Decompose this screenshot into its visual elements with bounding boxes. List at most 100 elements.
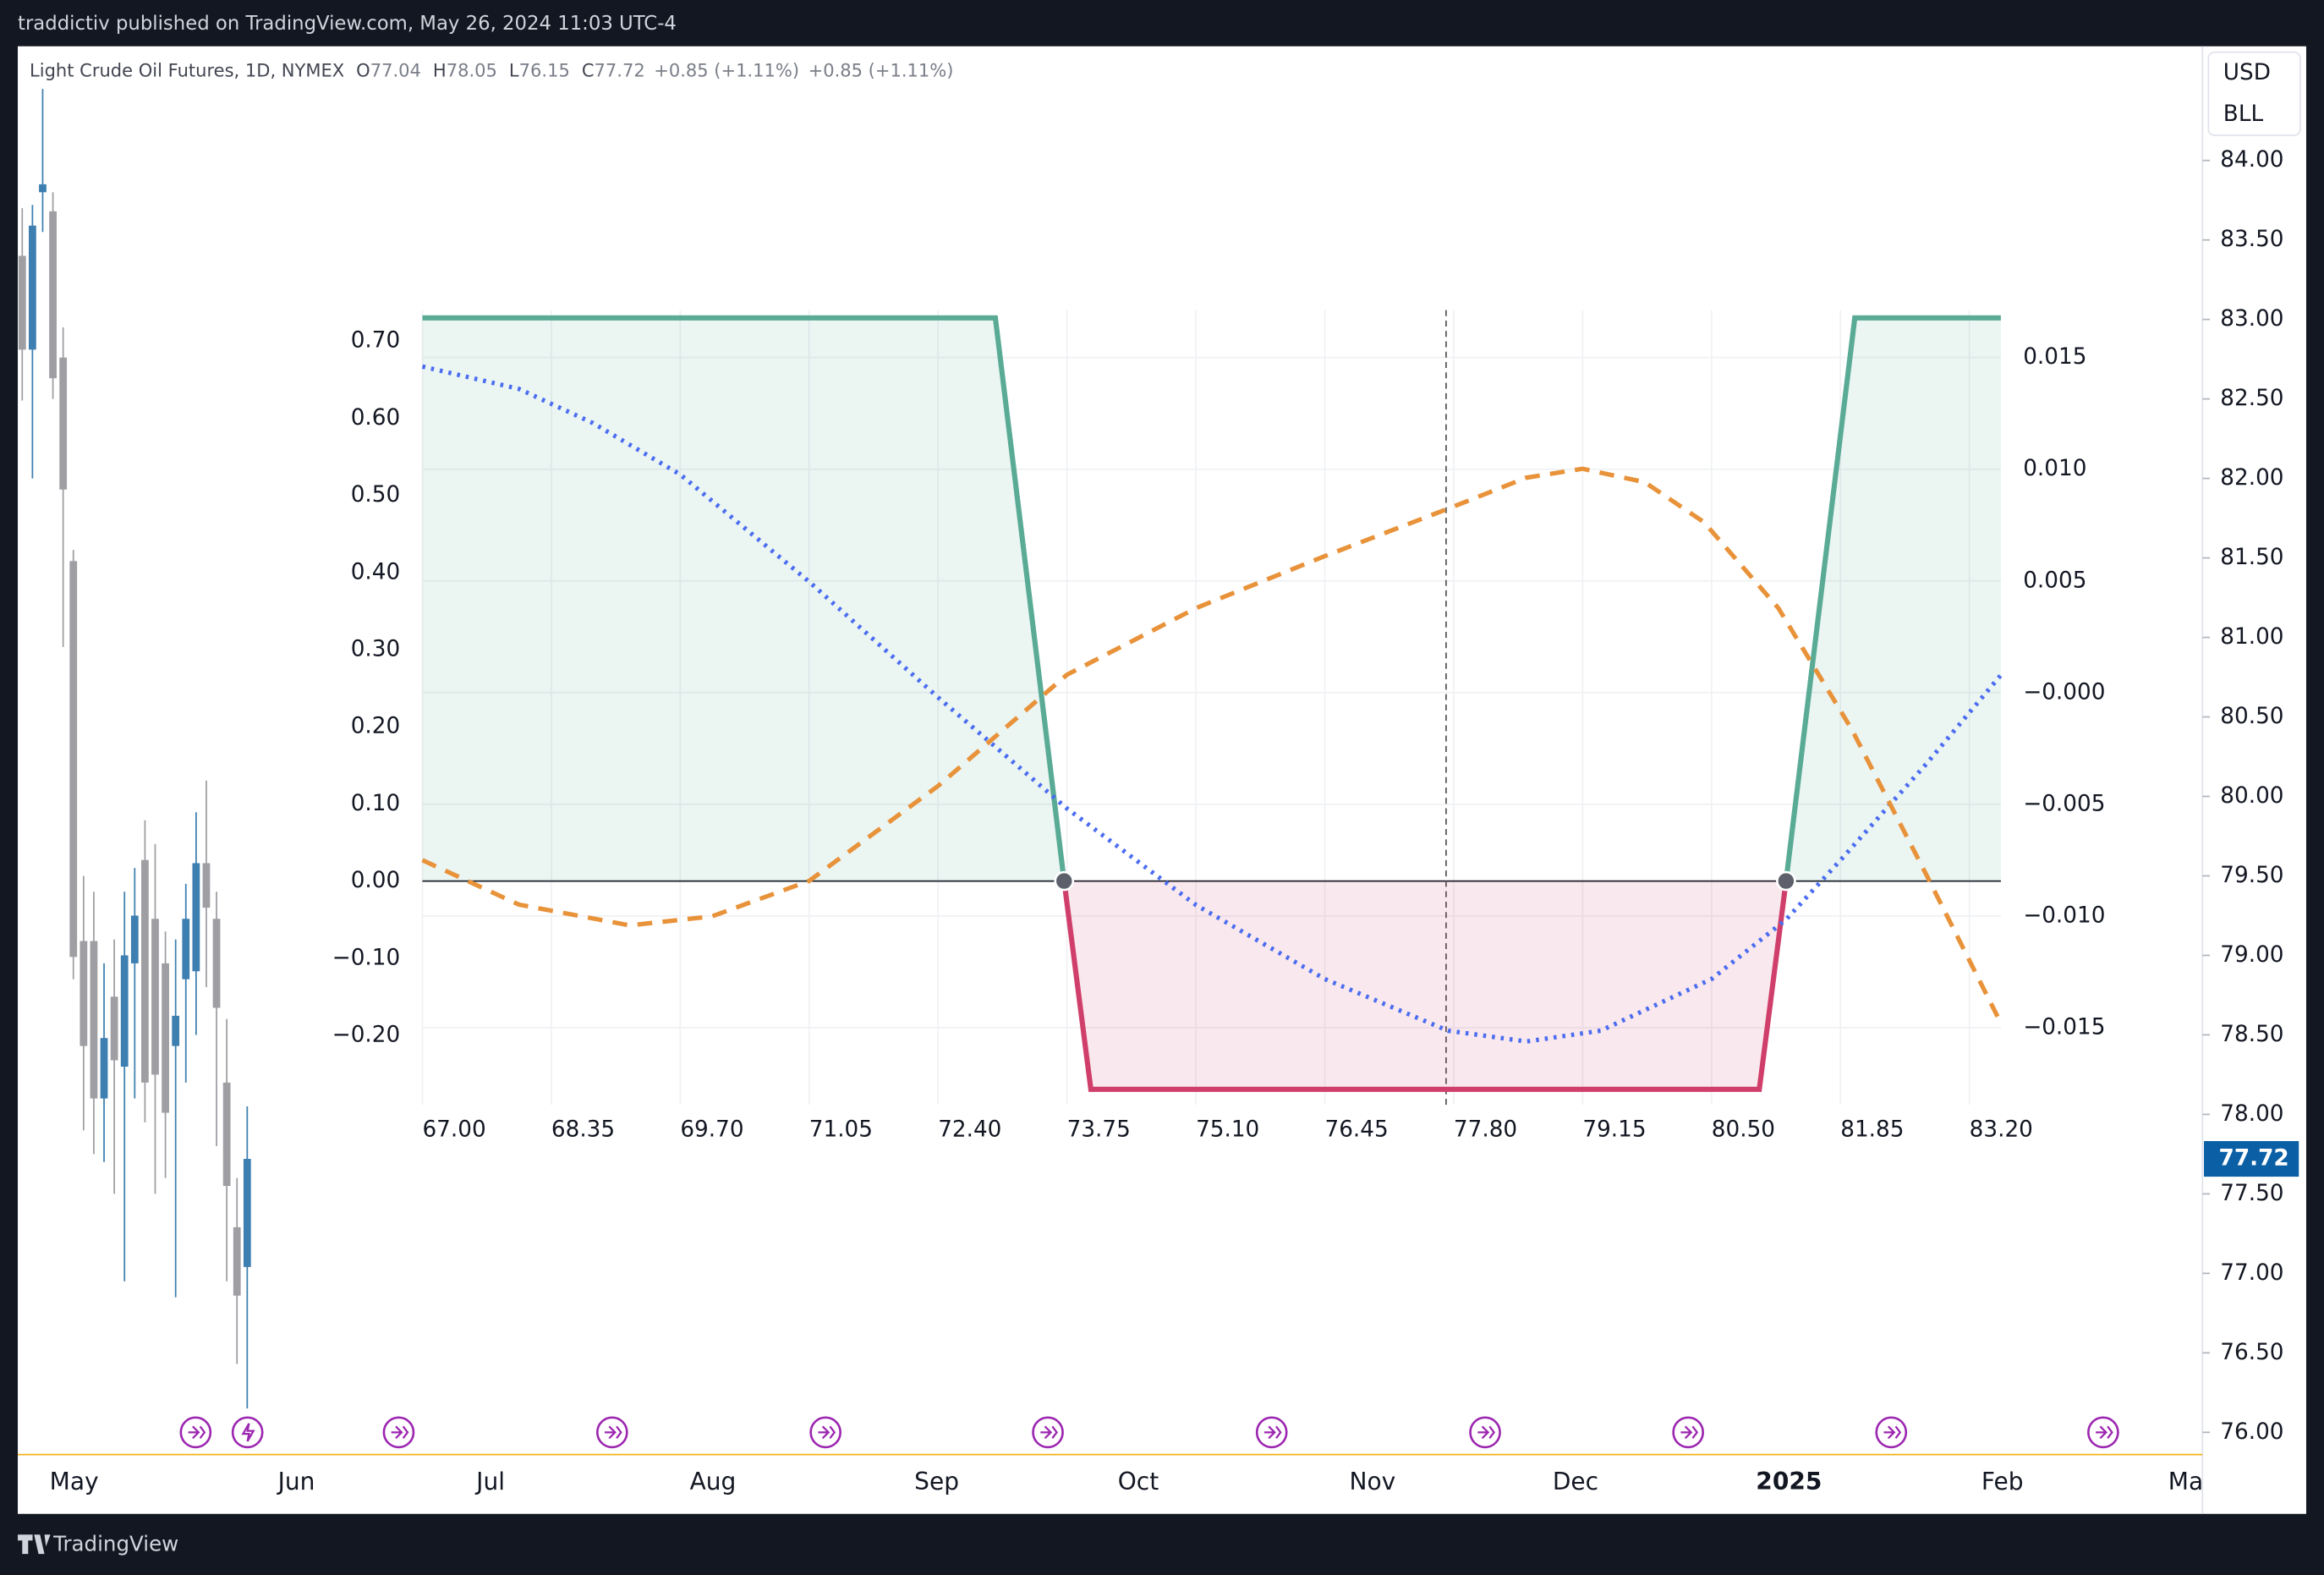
candle-body <box>212 919 221 1008</box>
candle-body <box>162 963 169 1113</box>
price-tick-label: 82.50 <box>2220 386 2283 411</box>
candle-body <box>49 211 57 379</box>
ohlc-key: L <box>509 60 519 81</box>
price-tick-label: 78.00 <box>2220 1101 2283 1127</box>
event-glyph <box>391 1425 409 1440</box>
price-tick-label: 78.50 <box>2220 1022 2283 1047</box>
breakeven-point <box>1054 870 1075 892</box>
y2-tick-label: 0.005 <box>2023 568 2086 593</box>
y2-tick-label: 0.010 <box>2023 456 2086 481</box>
y-tick-label: 0.30 <box>351 636 400 661</box>
price-tick-label: 77.50 <box>2220 1181 2283 1206</box>
chart-pane <box>18 46 2306 1514</box>
event-glyph <box>2096 1425 2113 1440</box>
event-glyph <box>1477 1425 1495 1440</box>
price-tick-label: 76.00 <box>2220 1419 2283 1445</box>
y2-tick-label: −0.000 <box>2023 679 2105 705</box>
y-tick-label: 0.40 <box>351 559 400 584</box>
price-tick-label: 76.50 <box>2220 1340 2283 1365</box>
y2-tick-label: −0.015 <box>2023 1014 2105 1040</box>
price-tick-label: 79.50 <box>2220 863 2283 888</box>
y-tick-label: 0.20 <box>351 714 400 739</box>
ohlc-value: 77.04 <box>370 60 421 81</box>
y-tick-label: 0.70 <box>351 328 400 354</box>
price-tick-label: 77.00 <box>2220 1260 2283 1286</box>
time-label: May <box>50 1468 99 1495</box>
y-tick-label: −0.10 <box>332 945 400 970</box>
time-label: Jul <box>474 1468 505 1495</box>
event-glyph <box>188 1425 206 1440</box>
currency-box[interactable] <box>2207 51 2301 136</box>
candle-body <box>192 863 200 972</box>
candle-body <box>202 863 211 908</box>
price-tick-label: 81.50 <box>2220 545 2283 570</box>
candle-body <box>28 225 36 350</box>
x-tick-label: 83.20 <box>1970 1117 2033 1142</box>
price-tick-label: 84.00 <box>2220 147 2283 173</box>
time-label: Oct <box>1118 1468 1159 1495</box>
y2-tick-label: −0.010 <box>2023 903 2105 928</box>
event-icon[interactable] <box>231 1416 264 1449</box>
candle-body <box>90 941 98 1099</box>
x-tick-label: 76.45 <box>1325 1117 1389 1142</box>
event-glyph <box>818 1425 836 1440</box>
brand-logo <box>18 1534 51 1555</box>
y2-tick-label: −0.005 <box>2023 791 2105 816</box>
price-tick-label: 83.00 <box>2220 306 2283 332</box>
candle-body <box>182 919 190 980</box>
candle-body <box>151 919 159 1075</box>
y-tick-label: 0.00 <box>351 868 400 893</box>
time-label: Aug <box>690 1468 737 1495</box>
profit-line <box>422 315 2001 881</box>
event-glyph <box>605 1425 622 1440</box>
candle-body <box>233 1227 241 1296</box>
candle-body <box>120 955 129 1067</box>
candle-body <box>110 996 118 1061</box>
time-label: Sep <box>914 1468 959 1495</box>
ohlc-key: O <box>356 60 370 81</box>
candle-body <box>130 915 139 963</box>
x-tick-label: 77.80 <box>1454 1117 1517 1142</box>
ohlc-key: C <box>582 60 595 81</box>
event-glyph <box>1883 1425 1902 1440</box>
x-tick-label: 79.15 <box>1582 1117 1646 1142</box>
time-label: Jun <box>277 1468 315 1495</box>
change: +0.85 (+1.11%) <box>808 60 954 81</box>
ohlc-value: 78.05 <box>447 60 497 81</box>
time-label: 2025 <box>1756 1468 1822 1495</box>
price-tick-label: 81.00 <box>2220 624 2283 650</box>
event-glyph <box>1263 1425 1282 1440</box>
brand: TradingView <box>52 1532 178 1556</box>
x-tick-label: 72.40 <box>938 1117 1001 1142</box>
candle-body <box>39 184 47 193</box>
price-tick-label: 80.00 <box>2220 783 2283 809</box>
y-tick-label: 0.10 <box>351 791 400 816</box>
time-label: Feb <box>1981 1468 2024 1495</box>
x-tick-label: 81.85 <box>1840 1117 1904 1142</box>
event-glyph <box>1040 1425 1058 1440</box>
time-label: Dec <box>1553 1468 1598 1495</box>
candle-body <box>79 941 88 1046</box>
candle-body <box>172 1015 180 1046</box>
legend-title: Light Crude Oil Futures, 1D, NYMEX <box>30 60 344 81</box>
candle-body <box>100 1038 108 1099</box>
time-axis: May Jun Jul Aug Sep Oct Nov Dec 2025 Feb Mar <box>50 1468 2203 1495</box>
candle-body <box>18 255 26 350</box>
x-tick-label: 80.50 <box>1712 1117 1775 1142</box>
greek-line <box>421 466 2003 1024</box>
ohlc-value: 76.15 <box>519 60 570 81</box>
candle-body <box>141 859 149 1083</box>
candle-body <box>59 357 68 490</box>
change: +0.85 (+1.11%) <box>654 60 799 81</box>
y-tick-label: −0.20 <box>332 1022 400 1047</box>
y2-tick-label: 0.015 <box>2023 344 2086 370</box>
y-tick-label: 0.50 <box>351 482 400 508</box>
legend: Light Crude Oil Futures, 1D, NYMEX O77.04… <box>30 60 953 81</box>
publisher: traddictiv published on TradingView.com,… <box>18 13 677 35</box>
time-label: Nov <box>1350 1468 1396 1495</box>
candle-body <box>222 1082 231 1187</box>
y-tick-label: 0.60 <box>351 405 400 431</box>
price-tick-label: 80.50 <box>2220 704 2283 729</box>
event-glyph <box>1680 1425 1699 1440</box>
